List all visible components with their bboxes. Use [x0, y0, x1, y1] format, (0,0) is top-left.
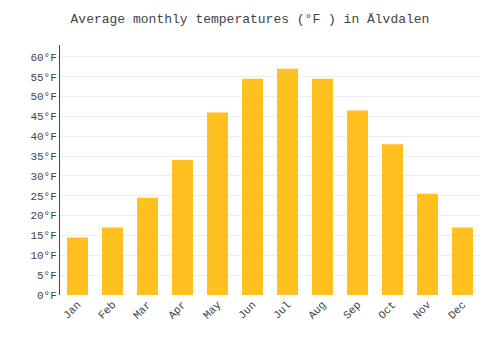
svg-text:Feb: Feb: [96, 299, 118, 321]
svg-text:45°F: 45°F: [30, 111, 56, 123]
svg-text:Sep: Sep: [341, 299, 363, 321]
svg-text:30°F: 30°F: [30, 171, 56, 183]
svg-text:0°F: 0°F: [37, 290, 57, 302]
svg-text:Jan: Jan: [61, 299, 83, 321]
svg-text:Oct: Oct: [376, 299, 398, 321]
svg-text:35°F: 35°F: [30, 151, 56, 163]
svg-text:Average monthly temperatures (: Average monthly temperatures (°F ) in Äl…: [71, 12, 430, 27]
svg-text:60°F: 60°F: [30, 52, 56, 64]
svg-text:Dec: Dec: [446, 299, 468, 321]
svg-text:5°F: 5°F: [37, 270, 57, 282]
svg-text:25°F: 25°F: [30, 191, 56, 203]
svg-text:40°F: 40°F: [30, 131, 56, 143]
svg-text:55°F: 55°F: [30, 72, 56, 84]
svg-text:Apr: Apr: [166, 299, 188, 321]
svg-text:May: May: [201, 299, 224, 322]
svg-text:Aug: Aug: [306, 299, 328, 321]
svg-text:20°F: 20°F: [30, 210, 56, 222]
svg-text:15°F: 15°F: [30, 230, 56, 242]
svg-text:Jun: Jun: [236, 299, 258, 321]
svg-text:Mar: Mar: [131, 299, 153, 321]
svg-text:Nov: Nov: [411, 299, 434, 322]
svg-text:10°F: 10°F: [30, 250, 56, 262]
svg-text:50°F: 50°F: [30, 91, 56, 103]
svg-text:Jul: Jul: [271, 299, 293, 321]
